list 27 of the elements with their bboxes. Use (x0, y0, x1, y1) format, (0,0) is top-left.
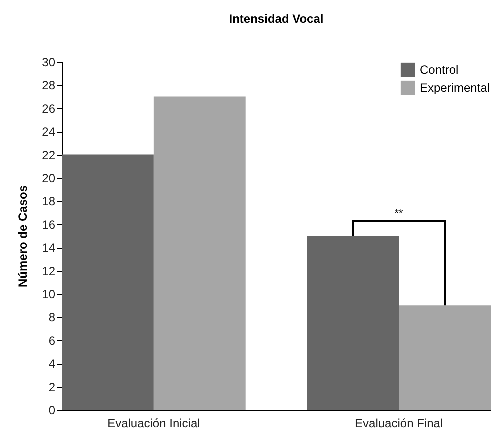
bar (307, 236, 400, 410)
y-tick-label: 30 (42, 56, 56, 70)
annotation: ** (394, 208, 404, 220)
bar (154, 96, 246, 410)
y-tick-label: 18 (42, 194, 56, 209)
bar (399, 306, 491, 410)
y-tick-label: 28 (42, 78, 56, 93)
y-tick-label: 24 (42, 125, 56, 140)
y-tick-label: 20 (42, 172, 56, 186)
y-tick-label: 14 (42, 241, 56, 256)
y-tick-label: 2 (48, 380, 56, 394)
legend-label: Experimental (420, 81, 490, 95)
y-axis-title: Número de Casos (16, 185, 30, 288)
y-tick-label: 16 (42, 218, 56, 232)
y-tick-label: 22 (42, 148, 56, 162)
x-tick-label: Evaluación Inicial (108, 416, 200, 430)
chart-title: Intensidad Vocal (229, 12, 324, 26)
bar (62, 154, 154, 410)
y-tick-label: 4 (48, 357, 56, 372)
y-tick-label: 10 (42, 288, 56, 302)
y-tick-label: 6 (48, 334, 56, 348)
y-tick-label: 8 (48, 310, 56, 325)
y-tick-label: 26 (42, 102, 56, 116)
legend-label: Control (420, 63, 459, 77)
y-tick-label: 12 (42, 264, 56, 278)
y-tick-label: 0 (48, 404, 56, 418)
x-tick-label: Evaluación Final (355, 416, 444, 430)
